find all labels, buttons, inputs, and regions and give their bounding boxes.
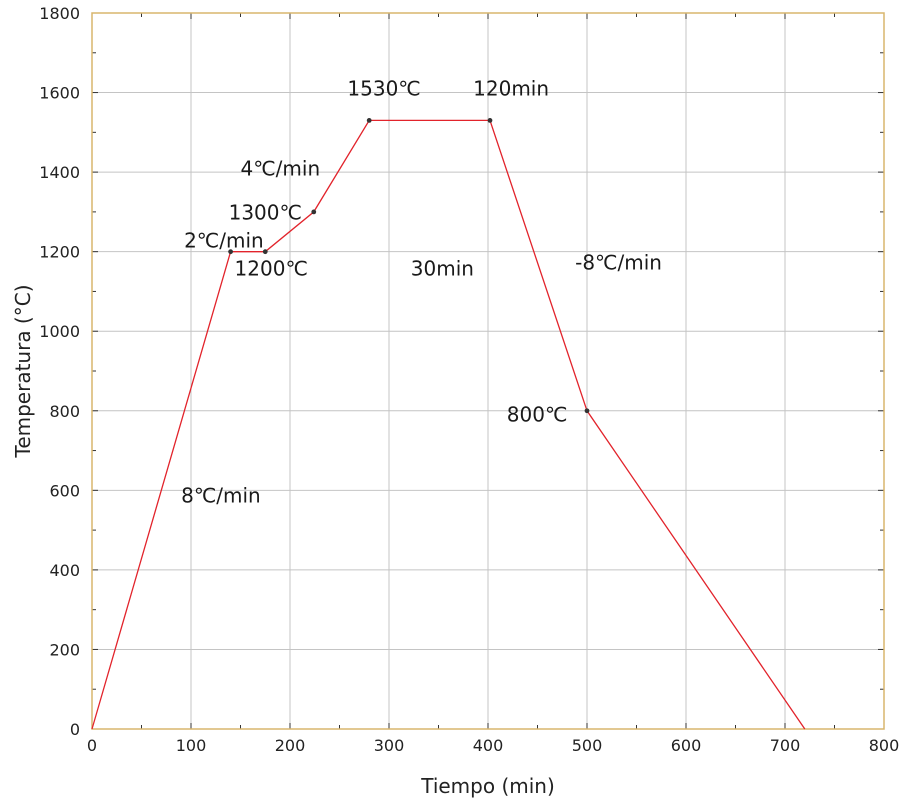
x-tick-label: 100 <box>176 736 207 755</box>
chart-annotation: 2℃/min <box>184 229 264 253</box>
x-tick-label: 400 <box>473 736 504 755</box>
chart-annotation: 120min <box>473 76 549 100</box>
y-tick-label: 1000 <box>39 322 80 341</box>
chart-annotation: 1300℃ <box>229 200 302 224</box>
grid <box>92 13 884 729</box>
chart-annotation: 1530℃ <box>347 76 420 100</box>
chart-annotation: 30min <box>411 257 474 281</box>
x-tick-label: 0 <box>87 736 97 755</box>
x-tick-label: 600 <box>671 736 702 755</box>
y-tick-label: 0 <box>70 720 80 739</box>
x-axis-title: Tiempo (min) <box>420 774 555 798</box>
data-point <box>311 209 317 215</box>
y-tick-label: 1400 <box>39 163 80 182</box>
y-axis-title: Temperatura (°C) <box>11 284 35 458</box>
chart-annotation: 4℃/min <box>241 157 321 181</box>
y-tick-label: 600 <box>49 481 80 500</box>
chart-annotation: -8℃/min <box>575 251 662 275</box>
x-tick-label: 700 <box>770 736 801 755</box>
data-point <box>228 249 234 255</box>
chart-annotation: 8℃/min <box>181 483 261 507</box>
y-tick-label: 1800 <box>39 4 80 23</box>
marker-layer <box>228 118 590 414</box>
y-tick-labels: 0 200 400 600 800 1000 1200 1400 1600 1800 <box>39 4 80 739</box>
annotations: 1530℃ 120min 4℃/min 1300℃ 2℃/min 1200℃ 30min -8… <box>181 76 662 507</box>
data-point <box>262 249 268 255</box>
y-tick-label: 1600 <box>39 84 80 103</box>
chart-annotation: 1200℃ <box>235 257 308 281</box>
data-point <box>487 118 493 123</box>
x-tick-label: 200 <box>275 736 306 755</box>
y-tick-label: 1200 <box>39 243 80 262</box>
x-tick-label: 800 <box>869 736 900 755</box>
data-point <box>366 118 372 123</box>
x-tick-labels: 0 100 200 300 400 500 600 700 800 <box>87 736 899 755</box>
x-tick-label: 500 <box>572 736 603 755</box>
x-tick-label: 300 <box>374 736 405 755</box>
chart-annotation: 800℃ <box>507 403 568 427</box>
series-line <box>91 119 806 730</box>
plot-frame <box>91 12 885 730</box>
data-point <box>584 408 590 414</box>
y-tick-label: 800 <box>49 402 80 421</box>
y-tick-label: 400 <box>49 561 80 580</box>
series-layer <box>91 119 806 730</box>
y-tick-label: 200 <box>49 640 80 659</box>
